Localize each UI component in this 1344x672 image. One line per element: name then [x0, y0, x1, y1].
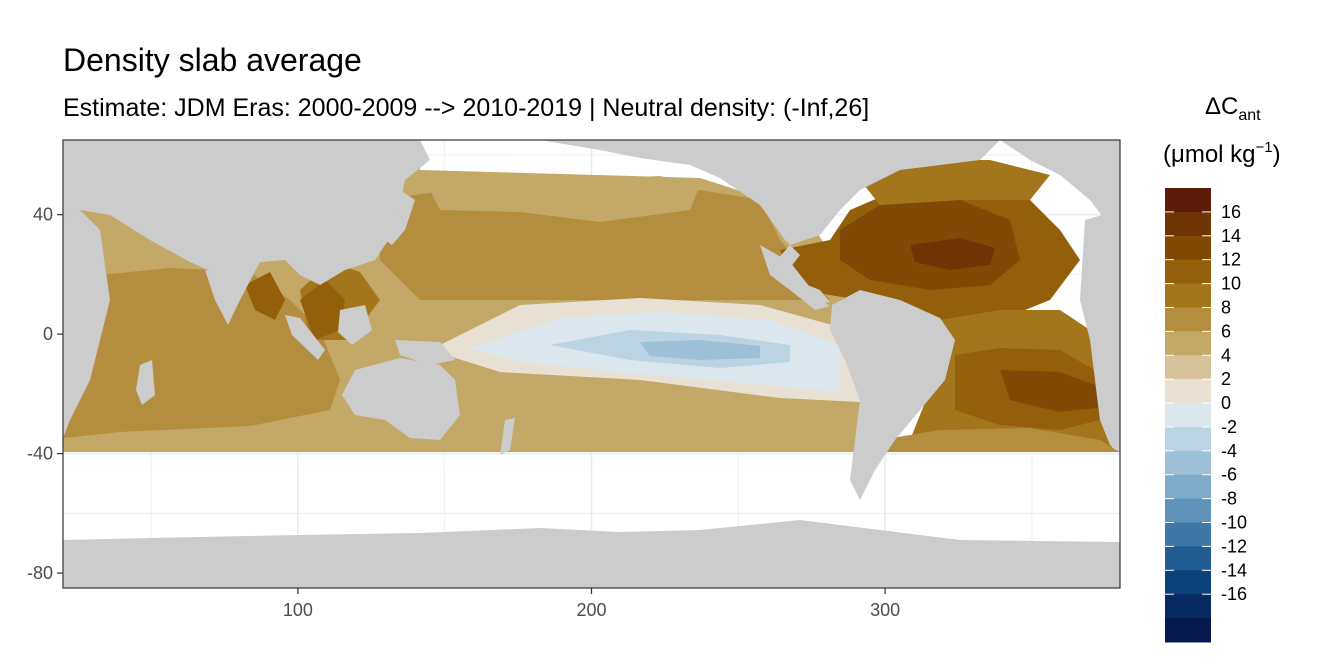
legend-label: -14: [1221, 560, 1247, 580]
legend-label: -4: [1221, 441, 1237, 461]
legend-colorbar: [1165, 188, 1211, 643]
land-antarctica: [63, 520, 1120, 588]
southern-indian-rim: [63, 422, 340, 452]
land-new-guinea: [395, 340, 455, 365]
legend-label: 14: [1221, 226, 1241, 246]
land-sumatra: [285, 315, 325, 360]
land-europe-africa-east: [1080, 210, 1120, 452]
legend-color-step: [1165, 331, 1211, 356]
land-central-america: [760, 245, 830, 310]
land: [63, 140, 1120, 588]
y-tick-label: -80: [27, 563, 53, 583]
x-axis: 100 200 300: [283, 588, 900, 620]
legend-color-step: [1165, 594, 1211, 619]
legend-color-step: [1165, 426, 1211, 452]
chart-subtitle: Estimate: JDM Eras: 2000-2009 --> 2010-2…: [63, 94, 870, 122]
legend-color-step: [1165, 546, 1211, 571]
legend-color-step: [1165, 235, 1211, 261]
south-atlantic-max: [1000, 370, 1098, 412]
north-pacific-band: [380, 190, 830, 300]
land-india: [205, 270, 245, 325]
legend-label: 2: [1221, 369, 1231, 389]
x-tick-label: 300: [870, 600, 900, 620]
legend-color-step: [1165, 307, 1211, 332]
legend-color-step: [1165, 379, 1211, 404]
south-atlantic-rim: [880, 428, 1120, 452]
land-australia: [342, 358, 460, 440]
x-tick-label: 100: [283, 600, 313, 620]
y-tick-label: 40: [33, 205, 53, 225]
legend-color-step: [1165, 522, 1211, 547]
legend-label: 4: [1221, 345, 1231, 365]
land-greenland: [1000, 140, 1120, 240]
north-atlantic-subpolar: [860, 160, 1050, 205]
equatorial-pacific-min: [640, 340, 760, 360]
legend-label: 6: [1221, 321, 1231, 341]
north-atlantic-max: [910, 238, 995, 270]
land-eurasia: [63, 140, 430, 300]
y-tick-label: -40: [27, 444, 53, 464]
legend-color-step: [1165, 355, 1211, 380]
y-tick-label: 0: [43, 324, 53, 344]
land-borneo: [338, 305, 372, 345]
bengal-bay: [245, 272, 285, 320]
legend-label: -8: [1221, 489, 1237, 509]
y-axis: 40 0 -40 -80: [27, 205, 63, 583]
legend-label: -16: [1221, 584, 1247, 604]
legend-color-step: [1165, 283, 1211, 308]
chart-title: Density slab average: [63, 42, 362, 78]
legend-label: -10: [1221, 513, 1247, 533]
legend-color-step: [1165, 259, 1211, 285]
legend-label: 16: [1221, 202, 1241, 222]
land-africa-west: [63, 210, 110, 438]
legend-color-step: [1165, 498, 1211, 524]
south-china-sea: [300, 280, 345, 340]
map-layer: [63, 140, 1120, 588]
land-north-america: [540, 140, 1000, 305]
land-madagascar: [136, 360, 155, 405]
land-south-america: [830, 290, 955, 500]
legend: ΔCant (μmol kg−1) 16 14 12 10 8 6 4 2 0 -2 -4 -6 -8 -…: [1163, 93, 1281, 643]
legend-color-step: [1165, 188, 1211, 213]
legend-labels: 16 14 12 10 8 6 4 2 0 -2 -4 -6 -8 -10 -12 -14 -16: [1221, 202, 1247, 604]
legend-color-step: [1165, 474, 1211, 500]
legend-color-step: [1165, 211, 1211, 237]
legend-color-step: [1165, 450, 1211, 476]
legend-label: 0: [1221, 393, 1231, 413]
land-japan: [385, 190, 415, 245]
north-pacific-upper: [430, 175, 700, 222]
legend-color-step: [1165, 570, 1211, 595]
x-tick-label: 200: [576, 600, 606, 620]
legend-label: 12: [1221, 250, 1241, 270]
legend-label: 10: [1221, 274, 1241, 294]
legend-label: -2: [1221, 417, 1237, 437]
legend-color-step: [1165, 618, 1211, 643]
legend-title: ΔCant: [1205, 93, 1261, 124]
legend-units: (μmol kg−1): [1163, 139, 1281, 168]
legend-label: -6: [1221, 465, 1237, 485]
legend-label: 8: [1221, 297, 1231, 317]
legend-color-step: [1165, 403, 1211, 428]
land-new-zealand: [500, 418, 515, 455]
legend-label: -12: [1221, 536, 1247, 556]
